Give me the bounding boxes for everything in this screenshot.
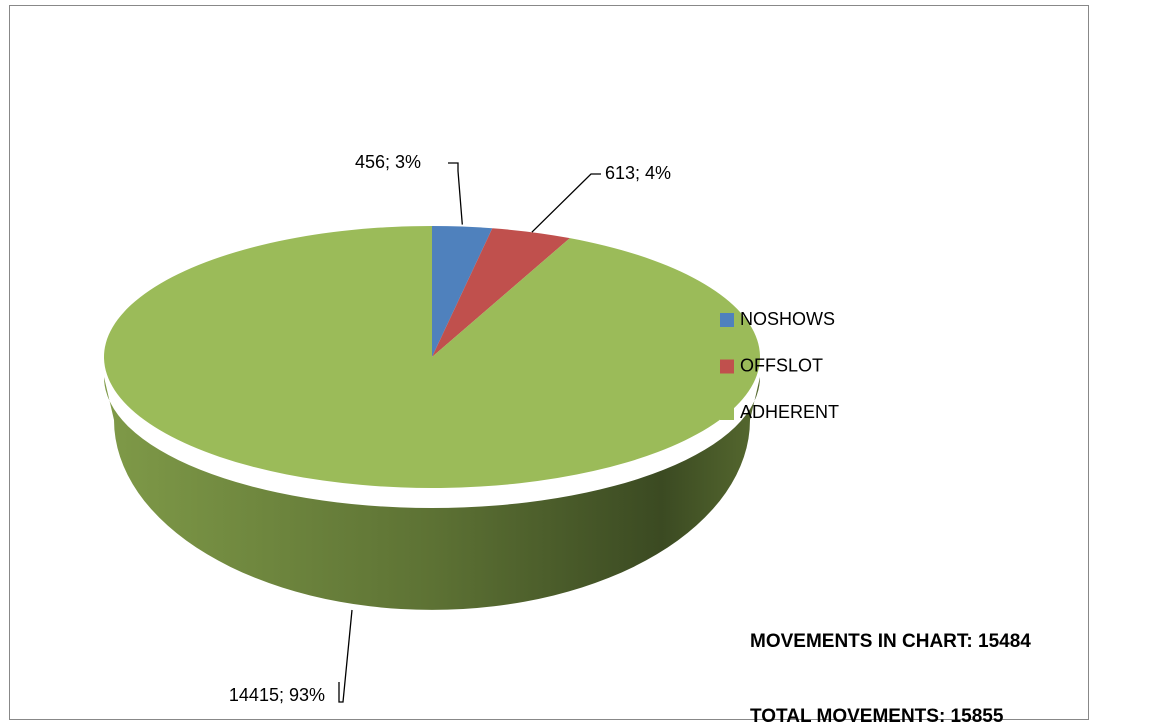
legend-label: ADHERENT [740, 402, 839, 422]
annotation: TOTAL MOVEMENTS: 15855 [750, 706, 1004, 722]
pie-slice [432, 228, 570, 357]
pie-side [104, 377, 760, 610]
data-label: 456; 3% [355, 152, 421, 172]
leader-line [338, 609, 353, 703]
pie-slice [104, 226, 760, 488]
data-label: 613; 4% [605, 163, 671, 183]
leader-line [448, 162, 463, 225]
legend-label: OFFSLOT [740, 355, 823, 375]
pie-slice [432, 226, 493, 357]
legend-swatch [720, 313, 734, 327]
pie: 456; 3% 613; 4% 14415; 93% [104, 152, 760, 705]
legend-swatch [720, 359, 734, 374]
data-label: 14415; 93% [229, 685, 325, 705]
annotation: MOVEMENTS IN CHART: 15484 [750, 631, 1031, 652]
legend-label: NOSHOWS [740, 309, 835, 329]
legend-swatch [720, 406, 734, 420]
leader-line [531, 173, 601, 233]
legend: NOSHOWS OFFSLOT ADHERENT [720, 309, 839, 422]
